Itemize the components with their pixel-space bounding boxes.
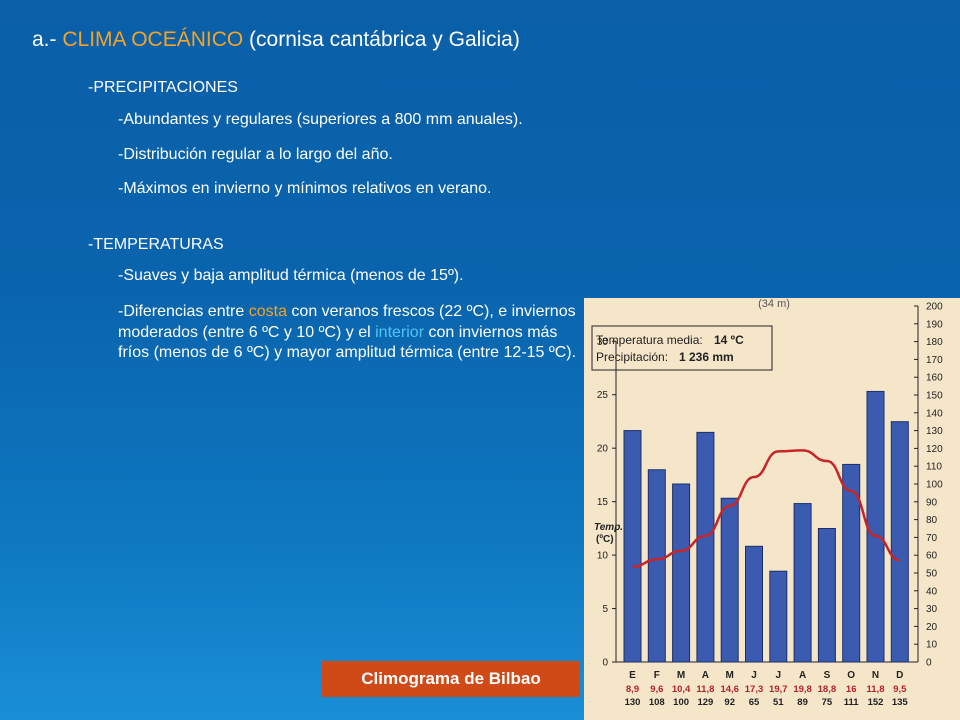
precip-tick-label: 90: [926, 497, 938, 508]
precip-tick-label: 150: [926, 391, 943, 402]
precip-item-3: -Máximos en invierno y mínimos relativos…: [118, 180, 492, 197]
info-precip-label: Precipitación:: [596, 350, 668, 364]
precip-tick-label: 20: [926, 622, 938, 633]
precip-bar: [817, 528, 836, 663]
precip-bar: [842, 463, 861, 663]
precip-tick-label: 50: [926, 569, 938, 580]
temp-tick-label: 15: [597, 497, 609, 508]
temp-value-label: 16: [846, 684, 857, 695]
precip-value-label: 108: [649, 697, 665, 708]
precip-tick-label: 130: [926, 426, 943, 437]
temp-axis-title-1: Temp.: [594, 522, 623, 533]
month-label: M: [726, 670, 734, 681]
temperature-line: [632, 449, 901, 569]
precip-tick-label: 200: [926, 302, 943, 313]
month-label: M: [677, 670, 685, 681]
temp-value-label: 10,4: [672, 684, 691, 695]
precip-tick-label: 60: [926, 551, 938, 562]
precip-bar: [890, 421, 909, 663]
precip-heading: -PRECIPITACIONES: [88, 79, 238, 96]
precip-bar: [672, 483, 691, 663]
temp-value-label: 19,7: [769, 684, 788, 695]
temp-tick-label: 30: [597, 337, 609, 348]
temp-item-1: -Suaves y baja amplitud térmica (menos d…: [118, 267, 464, 284]
precip-value-label: 152: [868, 697, 884, 708]
temp-value-label: 9,6: [650, 684, 663, 695]
chart-caption: Climograma de Bilbao: [322, 661, 580, 697]
temp-tick-label: 10: [597, 551, 609, 562]
temp-item-2: -Diferencias entre costa con veranos fre…: [118, 303, 577, 361]
precip-tick-label: 190: [926, 319, 943, 330]
month-label: A: [799, 670, 806, 681]
precip-item-1: -Abundantes y regulares (superiores a 80…: [118, 111, 523, 128]
precip-tick-label: 80: [926, 515, 938, 526]
precip-value-label: 130: [625, 697, 641, 708]
temp-value-label: 17,3: [745, 684, 764, 695]
temp-value-label: 11,8: [696, 684, 714, 695]
precip-value-label: 111: [844, 697, 860, 708]
interior-word: interior: [375, 323, 425, 341]
precip-bar: [696, 431, 715, 663]
precip-value-label: 92: [724, 697, 735, 708]
temp-tick-label: 5: [602, 604, 608, 615]
temp-value-label: 14,6: [720, 684, 739, 695]
temp-value-label: 19,8: [793, 684, 812, 695]
temp-axis-title-2: (ºC): [596, 534, 614, 545]
precip-value-label: 89: [797, 697, 808, 708]
temp-value-label: 8,9: [626, 684, 639, 695]
month-label: J: [776, 670, 782, 681]
precip-tick-label: 170: [926, 355, 943, 366]
precip-tick-label: 140: [926, 408, 943, 419]
info-precip-value: 1 236 mm: [679, 350, 734, 364]
info-temp-label: Temperatura media:: [596, 333, 703, 347]
temp-tick-label: 20: [597, 444, 609, 455]
precip-tick-label: 100: [926, 480, 943, 491]
precip-tick-label: 40: [926, 586, 938, 597]
month-label: D: [896, 670, 903, 681]
temp-tick-label: 25: [597, 390, 609, 401]
precip-tick-label: 70: [926, 533, 938, 544]
precip-bar: [647, 469, 666, 663]
month-label: E: [629, 670, 636, 681]
precip-tick-label: 30: [926, 604, 938, 615]
precip-value-label: 65: [749, 697, 760, 708]
precip-bar: [720, 497, 739, 663]
climate-name: CLIMA OCEÁNICO: [62, 28, 244, 51]
info-temp-value: 14 ºC: [714, 333, 744, 347]
costa-word: costa: [248, 303, 287, 320]
month-label: J: [751, 670, 757, 681]
temp-value-label: 11,8: [867, 684, 885, 695]
precip-tick-label: 10: [926, 640, 938, 651]
month-label: F: [654, 670, 660, 681]
precip-item-2: -Distribución regular a lo largo del año…: [118, 146, 393, 163]
month-label: N: [872, 670, 879, 681]
precip-value-label: 129: [697, 697, 713, 708]
precip-tick-label: 180: [926, 337, 943, 348]
temp-heading: -TEMPERATURAS: [88, 236, 224, 253]
precip-bar: [793, 503, 812, 663]
precip-bar: [769, 570, 788, 663]
precip-value-label: 135: [892, 697, 909, 708]
precip-value-label: 75: [822, 697, 833, 708]
temp-value-label: 18,8: [818, 684, 837, 695]
precip-tick-label: 120: [926, 444, 943, 455]
temp-tick-label: 0: [602, 658, 608, 669]
precip-bar: [623, 430, 642, 663]
month-label: S: [824, 670, 831, 681]
precip-value-label: 51: [773, 697, 784, 708]
precip-tick-label: 160: [926, 373, 943, 384]
precip-tick-label: 0: [926, 658, 932, 669]
info-box: [591, 325, 773, 371]
precip-value-label: 100: [673, 697, 689, 708]
climograph: (34 m) Temperatura media: 14 ºC Precipit…: [584, 298, 960, 720]
precip-tick-label: 110: [926, 462, 942, 473]
month-label: A: [702, 670, 709, 681]
precip-bar: [866, 390, 885, 663]
slide-title: a.- CLIMA OCEÁNICO (cornisa cantábrica y…: [32, 28, 520, 51]
top-fragment: (34 m): [758, 298, 790, 310]
precip-bar: [745, 545, 763, 663]
temp-value-label: 9,5: [893, 684, 907, 695]
month-label: O: [847, 670, 855, 681]
